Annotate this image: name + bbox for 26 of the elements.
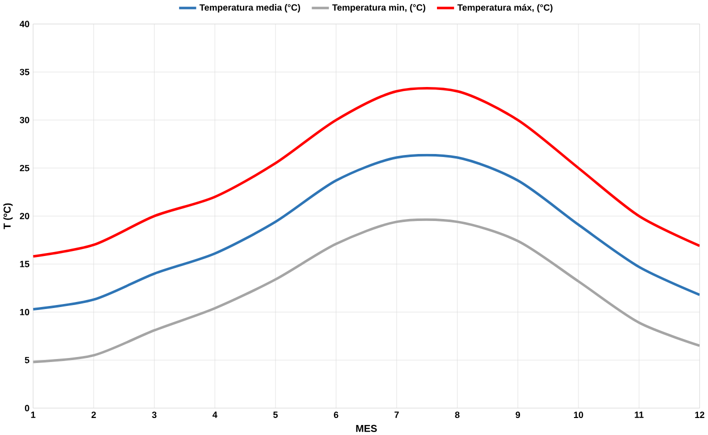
- y-tick-label: 0: [24, 404, 30, 412]
- x-tick-label: 7: [394, 411, 399, 418]
- legend-label: Temperatura min, (°C): [332, 4, 426, 12]
- x-tick-label: 4: [212, 411, 218, 418]
- y-tick-label: 5: [24, 356, 30, 364]
- y-tick-label: 40: [20, 20, 30, 28]
- x-tick-label: 10: [574, 411, 584, 418]
- legend-label: Temperatura media (°C): [200, 4, 300, 12]
- y-tick-label: 15: [20, 260, 30, 268]
- y-axis-title: T (ºC): [3, 203, 13, 230]
- x-tick-label: 9: [516, 411, 520, 418]
- x-tick-label: 5: [273, 411, 278, 418]
- x-tick-label: 11: [634, 411, 644, 418]
- legend-label: Temperatura máx, (°C): [457, 4, 552, 12]
- x-axis-title: MES: [356, 424, 377, 432]
- x-tick-label: 3: [152, 411, 156, 418]
- x-tick-label: 12: [695, 411, 704, 418]
- y-tick-label: 20: [20, 212, 30, 220]
- x-tick-label: 2: [92, 411, 96, 418]
- x-tick-label: 1: [31, 411, 36, 418]
- y-tick-label: 25: [20, 164, 30, 172]
- x-tick-label: 6: [334, 411, 338, 418]
- x-tick-label: 8: [455, 411, 460, 418]
- y-tick-label: 10: [20, 308, 30, 316]
- y-tick-label: 35: [20, 68, 30, 76]
- y-tick-label: 30: [20, 116, 30, 124]
